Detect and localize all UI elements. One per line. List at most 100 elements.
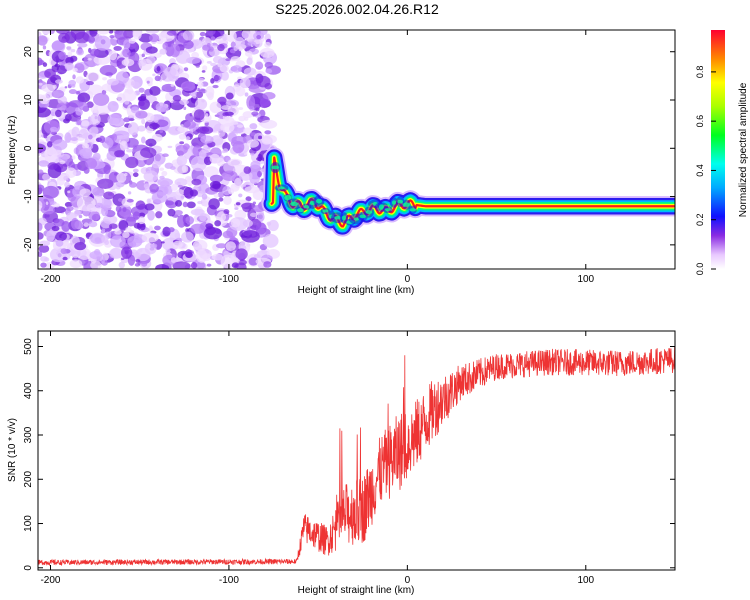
noise-blob bbox=[42, 45, 47, 50]
noise-blob bbox=[108, 50, 118, 61]
noise-blob bbox=[51, 225, 60, 232]
noise-blob bbox=[238, 193, 243, 198]
noise-blob bbox=[262, 92, 276, 100]
noise-blob bbox=[114, 230, 122, 235]
noise-blob bbox=[87, 35, 96, 44]
noise-blob bbox=[42, 62, 48, 67]
noise-blob bbox=[176, 214, 187, 228]
noise-blob bbox=[195, 64, 200, 68]
noise-blob bbox=[216, 254, 223, 261]
noise-blob bbox=[197, 200, 203, 205]
noise-blob bbox=[154, 75, 161, 82]
noise-blob bbox=[222, 112, 229, 117]
noise-blob bbox=[235, 202, 241, 206]
colorbar-tick-label: 0.8 bbox=[695, 66, 705, 79]
noise-blob bbox=[191, 178, 202, 186]
noise-blob bbox=[122, 231, 130, 239]
noise-blob bbox=[67, 51, 73, 58]
noise-blob bbox=[264, 61, 273, 69]
noise-blob bbox=[38, 232, 44, 240]
noise-blob bbox=[92, 208, 98, 212]
noise-blob bbox=[88, 210, 100, 221]
noise-blob bbox=[103, 164, 111, 175]
noise-blob bbox=[225, 241, 237, 252]
noise-blob bbox=[87, 142, 94, 150]
noise-blob bbox=[174, 178, 188, 187]
noise-blob bbox=[53, 206, 66, 214]
noise-blob bbox=[122, 89, 137, 102]
noise-blob bbox=[217, 191, 225, 198]
noise-blob bbox=[166, 30, 177, 36]
noise-blob bbox=[38, 131, 43, 139]
snr-xtick-label: -200 bbox=[40, 575, 60, 586]
noise-blob bbox=[222, 33, 228, 41]
noise-blob bbox=[42, 185, 59, 199]
noise-blob bbox=[232, 140, 245, 154]
noise-blob bbox=[56, 175, 65, 186]
noise-blob bbox=[210, 36, 216, 41]
noise-blob bbox=[88, 221, 98, 228]
noise-blob bbox=[51, 40, 66, 53]
colorbar-tick-label: 0.4 bbox=[695, 164, 705, 177]
noise-blob bbox=[75, 109, 84, 116]
noise-blob bbox=[68, 89, 77, 95]
noise-blob bbox=[51, 111, 55, 116]
noise-blob bbox=[101, 235, 109, 243]
noise-blob bbox=[223, 209, 230, 215]
noise-blob bbox=[152, 73, 156, 77]
noise-blob bbox=[95, 202, 104, 210]
noise-blob bbox=[220, 124, 225, 131]
noise-blob bbox=[144, 203, 155, 211]
noise-blob bbox=[228, 188, 235, 195]
noise-blob bbox=[183, 67, 189, 72]
noise-blob bbox=[160, 241, 165, 244]
noise-blob bbox=[264, 41, 272, 48]
noise-blob bbox=[38, 35, 48, 46]
noise-blob bbox=[149, 183, 159, 193]
noise-blob bbox=[159, 129, 164, 133]
noise-blob bbox=[233, 177, 242, 189]
noise-blob bbox=[115, 71, 130, 84]
noise-blob bbox=[56, 65, 67, 75]
noise-blob bbox=[151, 191, 168, 204]
noise-blob bbox=[77, 248, 92, 260]
noise-blob bbox=[92, 92, 110, 106]
noise-blob bbox=[99, 65, 118, 76]
noise-blob bbox=[157, 178, 174, 187]
noise-blob bbox=[75, 76, 85, 84]
noise-blob bbox=[178, 133, 186, 140]
noise-blob bbox=[102, 77, 108, 81]
noise-blob bbox=[121, 142, 126, 146]
noise-blob bbox=[206, 60, 212, 64]
noise-blob bbox=[177, 126, 189, 133]
noise-blob bbox=[198, 77, 205, 82]
colorbar-tick-label: 0.0 bbox=[695, 263, 705, 276]
noise-blob bbox=[217, 43, 225, 52]
noise-blob bbox=[180, 81, 196, 92]
noise-blob bbox=[156, 40, 164, 45]
noise-blob bbox=[225, 99, 239, 108]
noise-blob bbox=[225, 58, 231, 62]
noise-blob bbox=[250, 160, 261, 169]
noise-blob bbox=[191, 39, 203, 49]
snr-xtick-label: 0 bbox=[405, 575, 411, 586]
noise-blob bbox=[138, 100, 145, 107]
noise-blob bbox=[253, 204, 265, 213]
noise-blob bbox=[138, 33, 153, 43]
snr-panel: -200 -100 0 100 0 100 200 300 400 500 Height of s… bbox=[7, 330, 676, 596]
noise-blob bbox=[66, 46, 72, 51]
noise-blob bbox=[170, 166, 176, 170]
noise-blob bbox=[138, 87, 145, 93]
noise-blob bbox=[63, 118, 70, 124]
noise-blob bbox=[64, 201, 73, 208]
noise-blob bbox=[138, 58, 153, 71]
noise-blob bbox=[262, 233, 279, 248]
noise-blob bbox=[41, 83, 56, 93]
noise-blob bbox=[185, 252, 193, 258]
noise-blob bbox=[106, 151, 117, 161]
noise-blob bbox=[201, 146, 211, 154]
noise-blob bbox=[221, 71, 229, 81]
noise-blob bbox=[116, 172, 127, 183]
